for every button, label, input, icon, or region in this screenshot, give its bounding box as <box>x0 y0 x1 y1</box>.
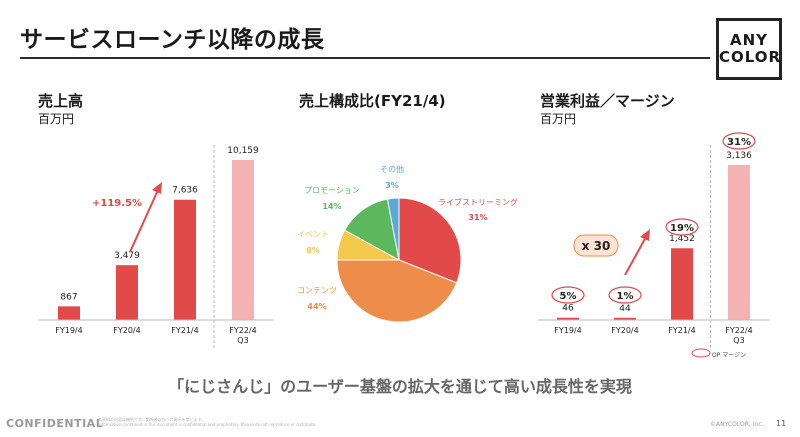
margin-label: 31% <box>727 137 751 148</box>
margin-label: 5% <box>560 291 577 302</box>
pie-slice-4 <box>386 197 400 261</box>
op-chart-title: 営業利益／マージン <box>540 92 675 110</box>
company-logo: ANY COLOR <box>716 18 782 80</box>
pie-slice-name: コンテンツ <box>297 286 337 295</box>
multiplier-badge <box>573 234 619 257</box>
legend-op-margin: OP マージン <box>712 352 747 359</box>
x-tick-label: FY22/4 <box>229 326 256 335</box>
pie-slice-name: ライブストリーミング <box>438 197 518 207</box>
bar-0-1 <box>116 265 138 320</box>
pie-slice-0 <box>398 197 462 284</box>
bar-value-label: 44 <box>619 304 631 314</box>
title-rule <box>20 57 710 59</box>
pie-slice-value: 14% <box>322 202 341 211</box>
x-tick-label: Q3 <box>733 336 744 345</box>
margin-circle <box>722 132 756 150</box>
footer-note: 本資料の内容は機密です。関係者以外への開示を禁じます。 Information c… <box>98 417 317 427</box>
bar-value-label: 867 <box>60 292 77 302</box>
pie-slice-3 <box>343 198 400 261</box>
growth-arrowhead <box>152 182 162 194</box>
x-tick-label: FY21/4 <box>668 326 695 335</box>
bar-value-label: 7,636 <box>172 186 198 196</box>
bar-2-0 <box>557 317 579 320</box>
margin-circle <box>608 286 642 304</box>
tagline: 「にじさんじ」のユーザー基盤の拡大を通じて高い成長性を実現 <box>168 377 632 396</box>
bar-value-label: 10,159 <box>227 146 259 156</box>
x-tick-label: FY19/4 <box>554 326 581 335</box>
x-tick-label: FY20/4 <box>113 326 140 335</box>
multiplier-annotation: x 30 <box>582 239 611 253</box>
bar-value-label: 3,479 <box>114 251 140 261</box>
bar-2-2 <box>671 248 693 320</box>
x-tick-label: FY21/4 <box>171 326 198 335</box>
pie-chart-title: 売上構成比(FY21/4) <box>299 92 446 110</box>
margin-label: 19% <box>670 223 694 234</box>
pie-slice-name: プロモーション <box>304 186 360 195</box>
growth-arrowhead-op <box>640 229 650 241</box>
op-unit: 百万円 <box>540 112 577 126</box>
page-title: サービスローンチ以降の成長 <box>20 27 325 53</box>
margin-circle <box>665 218 699 236</box>
pie-slice-name: イベント <box>297 230 329 239</box>
growth-annotation: +119.5% <box>92 198 142 209</box>
pie-slice-value: 44% <box>307 302 326 311</box>
growth-arrow <box>129 189 159 253</box>
growth-arrow-op <box>624 236 647 276</box>
bar-value-label: 3,136 <box>726 151 752 161</box>
x-tick-label: FY20/4 <box>611 326 638 335</box>
page-number: 11 <box>776 419 787 428</box>
revenue-unit: 百万円 <box>38 112 75 126</box>
x-tick-label: FY19/4 <box>55 326 82 335</box>
margin-label: 1% <box>617 291 634 302</box>
pie-slice-value: 3% <box>385 181 399 190</box>
pie-slice-value: 8% <box>306 246 320 255</box>
bar-2-3 <box>728 165 750 320</box>
bar-value-label: 1,452 <box>669 234 695 244</box>
bar-0-0 <box>58 306 80 320</box>
x-tick-label: FY22/4 <box>725 326 752 335</box>
footer-confidential: CONFIDENTIAL <box>6 417 104 430</box>
pie-slice-name: その他 <box>380 164 404 174</box>
bar-value-label: 46 <box>562 304 574 314</box>
bar-0-3 <box>232 160 254 320</box>
pie-slice-1 <box>336 259 458 323</box>
margin-circle <box>551 286 585 304</box>
bar-2-1 <box>614 317 636 320</box>
bar-0-2 <box>174 199 196 320</box>
footer-copyright: ©ANYCOLOR, Inc. <box>710 421 764 428</box>
x-tick-label: Q3 <box>237 336 248 345</box>
revenue-chart-title: 売上高 <box>38 92 84 110</box>
legend-op-margin-marker <box>691 348 711 358</box>
pie-slice-value: 31% <box>468 213 487 222</box>
